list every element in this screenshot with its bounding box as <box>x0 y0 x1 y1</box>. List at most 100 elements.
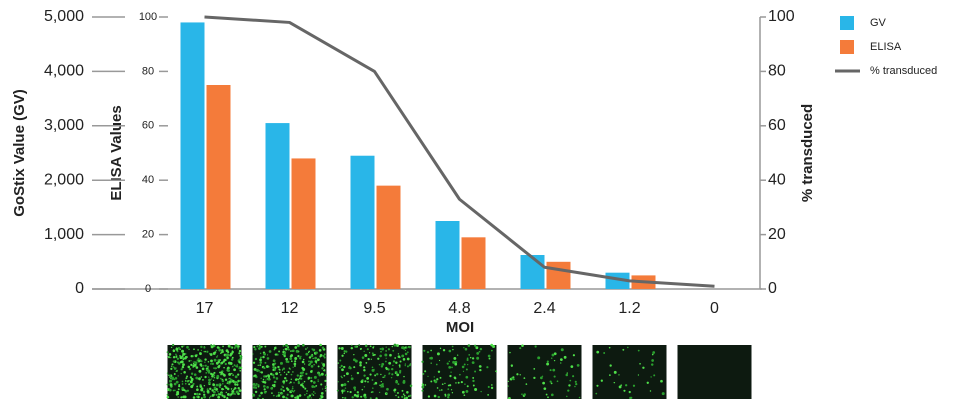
cell-dot <box>318 373 322 377</box>
cell-dot <box>307 363 311 367</box>
cell-dot <box>230 393 233 396</box>
cell-dot <box>228 378 230 380</box>
cell-dot <box>304 387 307 390</box>
cell-dot <box>257 384 260 387</box>
cell-dot <box>435 363 438 366</box>
cell-dot <box>354 345 357 348</box>
cell-dot <box>308 360 310 363</box>
cell-dot <box>195 366 199 369</box>
cell-dot <box>260 345 263 348</box>
cell-dot <box>229 378 233 382</box>
cell-dot <box>298 357 302 360</box>
cell-dot <box>211 374 214 378</box>
cell-dot <box>509 351 511 354</box>
cell-dot <box>226 368 228 370</box>
cell-dot <box>398 365 401 368</box>
cell-dot <box>229 353 232 357</box>
cell-dot <box>181 365 185 369</box>
cell-dot <box>272 365 276 369</box>
cell-dot <box>282 367 286 370</box>
cell-dot <box>237 373 240 376</box>
cell-dot <box>210 359 213 363</box>
cell-dot <box>310 379 313 383</box>
cell-dot <box>204 350 206 353</box>
cell-dot <box>649 390 652 392</box>
cell-dot <box>167 374 170 376</box>
cell-dot <box>546 360 549 363</box>
cell-dot <box>439 347 442 350</box>
cell-dot <box>357 391 359 394</box>
cell-dot <box>196 388 199 392</box>
cell-dot <box>169 356 172 359</box>
cell-dot <box>338 347 341 350</box>
cell-dot <box>213 367 215 369</box>
cell-dot <box>231 372 233 375</box>
cell-dot <box>373 383 375 386</box>
cell-dot <box>178 385 181 388</box>
cell-dot <box>177 375 179 377</box>
cell-dot <box>289 381 292 384</box>
cell-dot <box>285 387 289 390</box>
bar <box>435 221 460 289</box>
cell-dot <box>271 373 275 377</box>
cell-dot <box>553 352 557 356</box>
bar <box>520 255 545 289</box>
cell-dot <box>174 377 178 380</box>
cell-dot <box>179 354 181 357</box>
cell-dot <box>380 365 384 368</box>
cell-dot <box>168 374 172 377</box>
cell-dot <box>409 363 412 365</box>
cell-dot <box>282 344 285 347</box>
cell-dot <box>217 360 221 364</box>
cell-dot <box>287 348 290 351</box>
cell-dot <box>553 375 556 378</box>
cell-dot <box>218 377 220 379</box>
cell-dot <box>507 385 509 387</box>
cell-dot <box>397 392 399 394</box>
cell-dot <box>371 390 374 393</box>
cell-dot <box>353 386 357 390</box>
cell-dot <box>609 364 612 367</box>
cell-dot <box>168 388 172 392</box>
cell-dot <box>257 364 259 366</box>
cell-dot <box>239 357 243 360</box>
cell-dot <box>284 351 287 354</box>
cell-dot <box>543 387 547 391</box>
cell-dot <box>198 369 202 373</box>
cell-dot <box>261 380 263 383</box>
cell-dot <box>447 393 451 397</box>
cell-dot <box>203 385 206 387</box>
cell-dot <box>324 385 328 388</box>
elisa-tick-label: 60 <box>142 120 154 132</box>
cell-dot <box>239 355 242 357</box>
cell-dot <box>490 386 494 390</box>
cell-dot <box>314 356 317 360</box>
cell-dot <box>253 368 257 371</box>
cell-dot <box>252 386 256 389</box>
cell-dot <box>404 349 407 352</box>
cell-dot <box>480 390 482 393</box>
cell-dot <box>278 371 281 374</box>
cell-dot <box>371 352 374 355</box>
cell-dot <box>277 394 281 397</box>
cell-dot <box>339 359 342 362</box>
cell-dot <box>170 346 173 349</box>
cell-dot <box>575 383 578 386</box>
cell-dot <box>344 396 347 399</box>
cell-dot <box>293 382 295 384</box>
cell-dot <box>233 364 236 367</box>
cell-dot <box>168 353 172 356</box>
cell-dot <box>166 395 170 399</box>
cell-dot <box>618 385 622 389</box>
cell-dot <box>472 379 475 383</box>
cell-dot <box>454 362 458 366</box>
cell-dot <box>343 389 346 392</box>
cell-dot <box>199 363 203 366</box>
cell-dot <box>317 380 319 383</box>
cell-dot <box>253 346 256 349</box>
cell-dot <box>422 372 425 376</box>
cell-dot <box>378 391 381 394</box>
cell-dot <box>200 349 203 352</box>
cell-dot <box>166 351 169 354</box>
cell-dot <box>182 358 185 361</box>
